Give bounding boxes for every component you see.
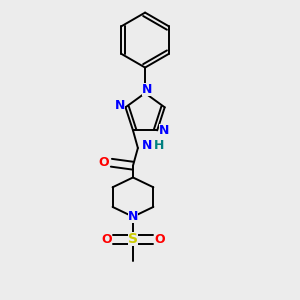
Text: N: N xyxy=(142,82,152,96)
Text: O: O xyxy=(98,156,109,169)
Text: O: O xyxy=(154,233,165,246)
Text: N: N xyxy=(114,99,125,112)
Text: N: N xyxy=(128,210,138,223)
Text: S: S xyxy=(128,232,138,246)
Text: H: H xyxy=(154,139,165,152)
Text: N: N xyxy=(159,124,169,137)
Text: N: N xyxy=(142,139,152,152)
Text: O: O xyxy=(101,233,112,246)
